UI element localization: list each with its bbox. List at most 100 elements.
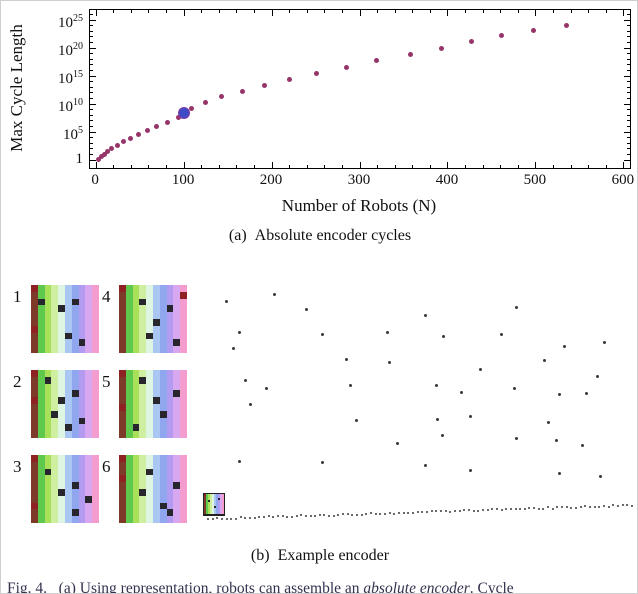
axis-tick: [90, 64, 93, 66]
tile-cell: [65, 332, 72, 340]
tile-cell: [214, 502, 216, 504]
tile-cell: [153, 312, 160, 319]
tile-cell: [210, 510, 212, 512]
axis-tick: [90, 131, 96, 133]
tile-cell: [212, 496, 214, 498]
encoder-tile-grid: [31, 370, 99, 438]
axis-tick: [588, 165, 590, 168]
tile-cell: [44, 431, 52, 438]
field-dot: [596, 374, 600, 378]
tile-cell: [44, 495, 52, 503]
tile-cell: [212, 504, 214, 506]
encoder-tile-grid: [31, 455, 99, 523]
tile-cell: [159, 495, 167, 503]
tile-cell: [132, 291, 140, 299]
field-dot: [436, 417, 440, 421]
axis-tick: [90, 148, 93, 150]
tile-cell: [173, 516, 181, 523]
data-point: [239, 88, 245, 94]
tile-cell: [31, 475, 38, 483]
tile-cell: [44, 424, 52, 432]
tile-cell: [173, 285, 181, 292]
axis-tick: [627, 98, 630, 100]
tile-cell: [220, 502, 222, 504]
tile-cell: [220, 506, 222, 508]
tile-cell: [173, 431, 181, 438]
tile-cell: [146, 339, 153, 347]
axis-tick: [113, 165, 115, 168]
tile-cell: [85, 319, 93, 326]
field-dot: [321, 460, 325, 464]
tile-cell: [58, 291, 65, 299]
tile-cell: [78, 417, 86, 425]
axis-tick: [535, 10, 537, 16]
axis-tick: [394, 165, 396, 168]
axis-tick: [90, 103, 96, 105]
tile-cell: [37, 298, 45, 306]
axis-tick: [183, 162, 185, 168]
tile-cell: [173, 325, 181, 333]
tile-cell: [139, 285, 147, 292]
field-dot: [543, 359, 547, 363]
tile-cell: [125, 516, 133, 523]
tile-cell: [216, 500, 218, 502]
tile-cell: [92, 502, 99, 510]
field-dot: [344, 357, 348, 361]
tile-cell: [92, 431, 99, 438]
tile-cell: [220, 494, 222, 496]
baseline-dot: [495, 508, 498, 511]
tile-cell: [214, 498, 216, 500]
tile-cell: [146, 319, 153, 326]
tile-cell: [139, 390, 147, 398]
tile-cell: [206, 510, 208, 512]
tile-cell: [78, 383, 86, 391]
tile-cell: [166, 376, 174, 384]
tile-cell: [132, 298, 140, 306]
tile-cell: [51, 312, 59, 319]
tile-cell: [153, 305, 160, 313]
tile-cell: [58, 455, 65, 462]
tile-cell: [166, 346, 174, 353]
tile-cell: [139, 489, 147, 496]
field-dot: [321, 332, 325, 336]
tile-cell: [132, 339, 140, 347]
tile-cell: [37, 516, 45, 523]
tile-cell: [153, 495, 160, 503]
axis-tick: [500, 10, 502, 13]
tile-cell: [180, 417, 187, 425]
tile-cell: [37, 319, 45, 326]
tile-cell: [212, 510, 214, 512]
tile-cell: [139, 482, 147, 489]
tile-cell: [92, 509, 99, 517]
tile-cell: [37, 468, 45, 476]
tile-cell: [85, 424, 93, 432]
axis-tick: [90, 81, 93, 83]
tile-cell: [71, 397, 79, 404]
tile-cell: [132, 325, 140, 333]
tile-cell: [58, 376, 65, 384]
tile-cell: [31, 516, 38, 523]
data-point: [120, 139, 126, 145]
tile-cell: [218, 510, 220, 512]
y-tick-label: 1025: [58, 13, 83, 32]
tile-cell: [31, 495, 38, 503]
tile-cell: [180, 305, 187, 313]
tile-cell: [92, 312, 99, 319]
tile-cell: [166, 455, 174, 462]
axis-tick: [90, 58, 93, 60]
tile-cell: [71, 305, 79, 313]
axis-tick: [253, 10, 255, 13]
tile-cell: [85, 417, 93, 425]
axis-tick: [627, 126, 630, 128]
axis-tick: [324, 165, 326, 168]
tile-cell: [92, 339, 99, 347]
data-point: [374, 58, 380, 64]
tile-cell: [159, 410, 167, 418]
field-dot: [305, 308, 309, 312]
tile-cell: [119, 468, 126, 476]
tile-cell: [180, 285, 187, 292]
tile-cell: [58, 489, 65, 496]
baseline-dot: [598, 506, 601, 509]
tile-cell: [159, 346, 167, 353]
tile-cell: [58, 482, 65, 489]
